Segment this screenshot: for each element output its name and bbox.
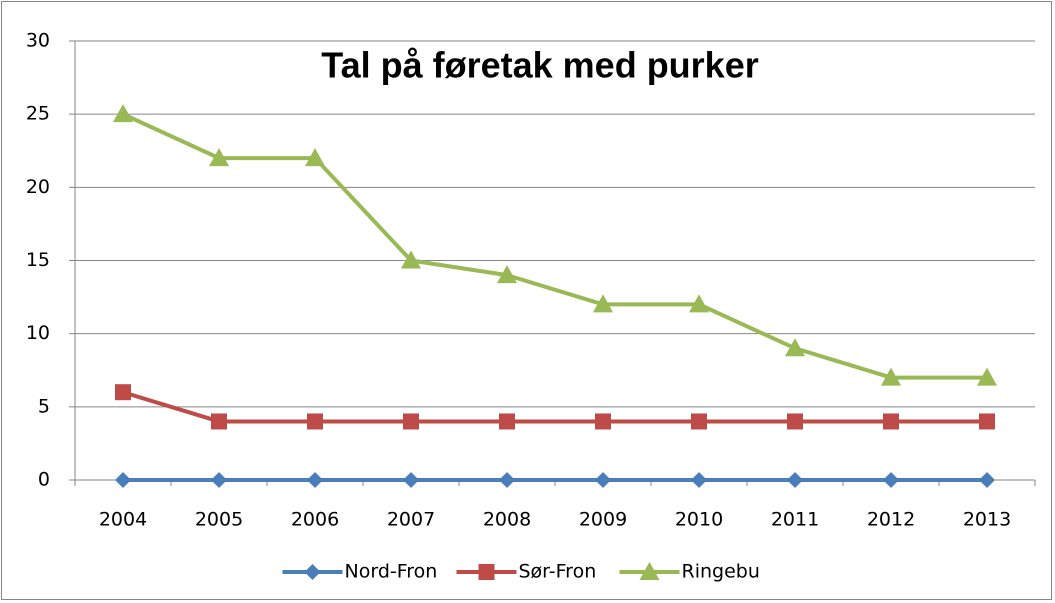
data-point [115,384,131,401]
data-point [211,413,227,430]
data-point [499,472,515,488]
data-point [211,472,227,488]
y-tick-label: 15 [26,249,50,271]
y-tick-label: 20 [26,176,50,198]
x-tick-label: 2011 [771,509,819,531]
data-point [881,367,901,386]
series-line [122,390,987,424]
data-point [403,413,419,430]
x-tick-label: 2006 [291,509,339,531]
data-point [785,338,805,357]
data-point [691,472,707,488]
y-tick-label: 5 [38,395,50,417]
data-point [883,413,899,430]
data-point [209,148,229,167]
data-point [979,413,995,430]
data-point [499,413,515,430]
data-point [595,413,611,430]
y-tick-label: 30 [26,30,50,52]
data-point [113,104,133,123]
y-tick-label: 0 [38,469,50,491]
data-point [883,472,899,488]
legend-marker [639,562,660,580]
data-point [401,250,421,269]
legend-marker [478,564,495,580]
x-tick-label: 2008 [483,509,531,531]
data-point [305,148,325,167]
x-tick-label: 2005 [195,509,243,531]
data-point [787,413,803,430]
data-point [977,367,997,386]
legend-label: Sør-Fron [519,561,597,583]
legend-marker [304,564,321,580]
data-point [595,472,611,488]
x-tick-label: 2009 [579,509,627,531]
data-point [403,472,419,488]
y-tick-label: 25 [26,103,50,125]
data-point [497,265,517,284]
data-point [115,472,131,488]
x-tick-label: 2004 [99,509,147,531]
y-tick-label: 10 [26,322,50,344]
series-line [122,112,987,380]
data-point [787,472,803,488]
data-point [691,413,707,430]
x-tick-label: 2012 [867,509,915,531]
x-tick-label: 2013 [963,509,1011,531]
data-point [307,413,323,430]
chart-title: Tal på føretak med purker [321,45,758,86]
data-point [979,472,995,488]
x-tick-label: 2010 [675,509,723,531]
data-point [593,294,613,313]
data-point [689,294,709,313]
data-point [307,472,323,488]
x-tick-label: 2007 [387,509,435,531]
legend-label: Nord-Fron [345,561,438,583]
legend-label: Ringebu [682,561,760,583]
